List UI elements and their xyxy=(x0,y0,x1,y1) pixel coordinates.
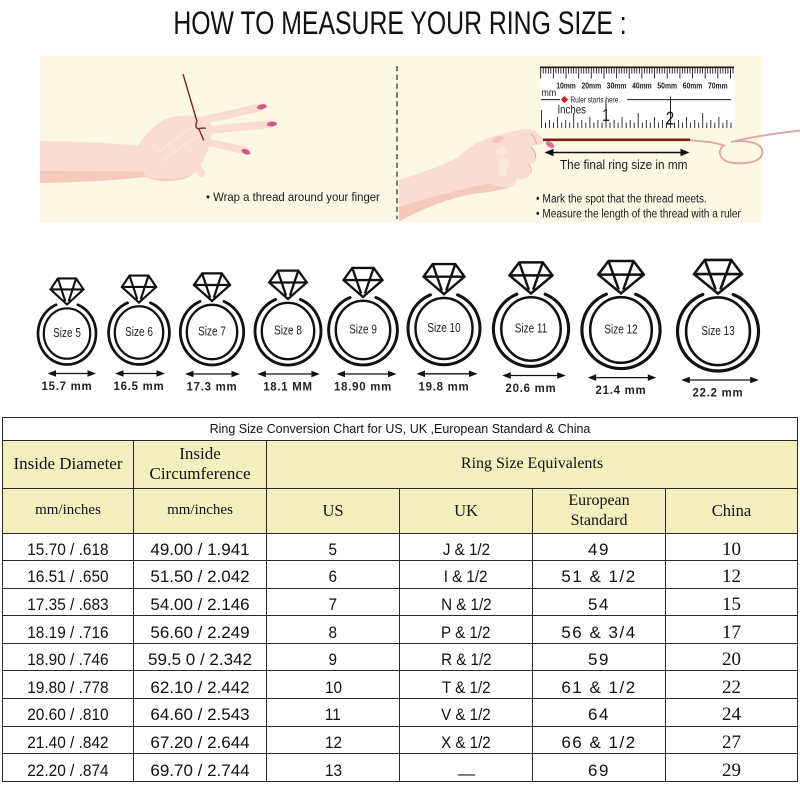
svg-text:Size 5: Size 5 xyxy=(53,327,81,340)
svg-text:2: 2 xyxy=(666,108,674,129)
svg-text:20mm: 20mm xyxy=(581,81,601,91)
svg-text:Size 11: Size 11 xyxy=(515,322,548,335)
svg-text:Size 9: Size 9 xyxy=(349,323,377,336)
svg-text:60mm: 60mm xyxy=(683,81,703,91)
svg-text:16.5 mm: 16.5 mm xyxy=(114,380,165,393)
svg-text:Size 12: Size 12 xyxy=(604,323,637,336)
svg-text:19.8 mm: 19.8 mm xyxy=(419,380,470,393)
svg-text:18.90 mm: 18.90 mm xyxy=(334,380,392,393)
svg-text:• Measure the length of the th: • Measure the length of the thread with … xyxy=(536,208,741,221)
svg-text:Size 8: Size 8 xyxy=(274,324,302,337)
svg-text:Size 13: Size 13 xyxy=(701,325,734,338)
svg-text:• Mark the spot that the threa: • Mark the spot that the thread meets. xyxy=(536,193,707,206)
svg-text:22.2 mm: 22.2 mm xyxy=(693,386,744,399)
svg-text:Size 6: Size 6 xyxy=(125,326,153,339)
svg-text:70mm: 70mm xyxy=(708,81,728,91)
svg-text:30mm: 30mm xyxy=(607,81,627,91)
svg-text:40mm: 40mm xyxy=(632,81,652,91)
svg-text:• Wrap a thread around your fi: • Wrap a thread around your finger xyxy=(206,191,380,204)
svg-text:mm: mm xyxy=(542,87,557,99)
svg-text:Size 10: Size 10 xyxy=(427,322,460,335)
svg-text:Size 7: Size 7 xyxy=(198,325,226,338)
svg-text:10mm: 10mm xyxy=(556,81,576,91)
svg-text:The final ring size in mm: The final ring size in mm xyxy=(560,158,687,173)
svg-text:18.1 MM: 18.1 MM xyxy=(263,380,313,393)
svg-text:20.6 mm: 20.6 mm xyxy=(506,382,557,395)
svg-text:50mm: 50mm xyxy=(657,81,677,91)
svg-text:Inches: Inches xyxy=(558,103,587,116)
svg-text:21.4 mm: 21.4 mm xyxy=(596,384,647,397)
svg-text:Ruler starts here.: Ruler starts here. xyxy=(571,95,621,105)
svg-text:15.7 mm: 15.7 mm xyxy=(42,380,93,393)
svg-text:17.3 mm: 17.3 mm xyxy=(187,380,238,393)
